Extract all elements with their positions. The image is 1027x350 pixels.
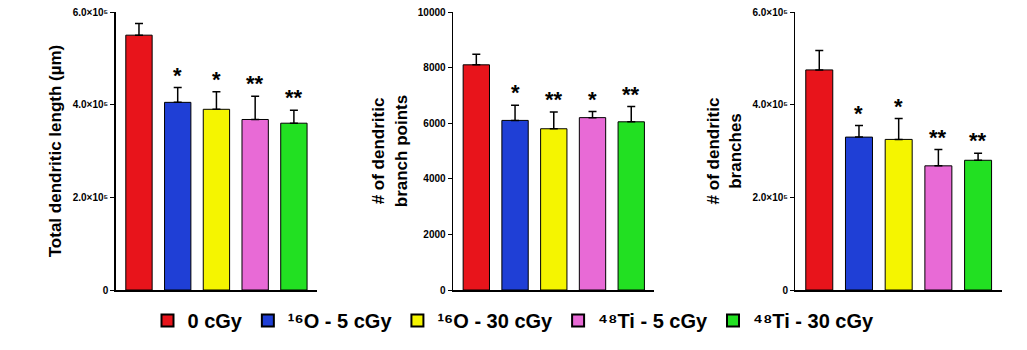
svg-text:**: ** [246,71,264,96]
svg-text:# of dendriticbranches: # of dendriticbranches [704,98,745,205]
svg-text:¹⁶O - 30 cGy: ¹⁶O - 30 cGy [437,310,553,332]
svg-text:4.0×10⁵: 4.0×10⁵ [752,99,788,110]
svg-text:4000: 4000 [423,173,446,184]
svg-text:⁴⁸Ti - 30 cGy: ⁴⁸Ti - 30 cGy [753,310,874,332]
svg-text:¹⁶O - 5 cGy: ¹⁶O - 5 cGy [288,310,393,332]
svg-text:*: * [588,87,597,112]
svg-text:*: * [894,94,903,119]
svg-text:6000: 6000 [423,118,446,129]
svg-text:⁴⁸Ti - 5 cGy: ⁴⁸Ti - 5 cGy [598,310,708,332]
svg-text:6.0×10⁵: 6.0×10⁵ [752,7,788,18]
svg-text:**: ** [622,82,640,107]
svg-text:6.0×10⁵: 6.0×10⁵ [73,7,109,18]
svg-text:0 cGy: 0 cGy [188,310,243,332]
svg-text:**: ** [929,125,947,150]
svg-text:2.0×10⁵: 2.0×10⁵ [752,192,788,203]
svg-text:2.0×10⁵: 2.0×10⁵ [73,192,109,203]
svg-text:4.0×10⁵: 4.0×10⁵ [73,99,109,110]
svg-text:*: * [854,101,863,126]
svg-text:**: ** [969,128,987,153]
svg-text:8000: 8000 [423,62,446,73]
svg-text:Total dendritic length (µm): Total dendritic length (µm) [46,45,65,258]
svg-text:*: * [212,67,221,92]
svg-text:*: * [173,63,182,88]
svg-text:2000: 2000 [423,229,446,240]
svg-text:10000: 10000 [418,7,446,18]
svg-text:**: ** [545,87,563,112]
svg-text:**: ** [285,85,303,110]
svg-text:*: * [511,80,520,105]
svg-text:0: 0 [782,285,788,296]
svg-text:# of dendriticbranch points: # of dendriticbranch points [369,95,410,207]
svg-text:0: 0 [103,285,109,296]
svg-text:0: 0 [440,285,446,296]
